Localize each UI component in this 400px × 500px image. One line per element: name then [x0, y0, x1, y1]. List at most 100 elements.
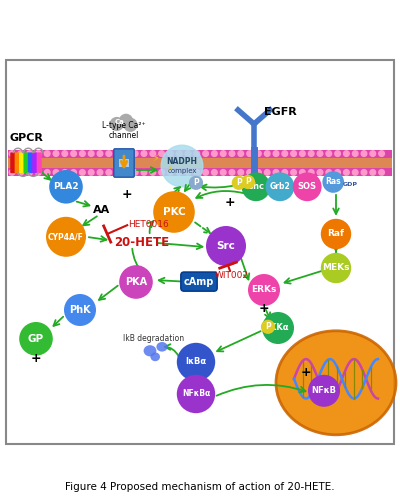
Circle shape	[27, 170, 32, 175]
Text: EGFR: EGFR	[264, 107, 297, 117]
Circle shape	[242, 172, 270, 201]
Circle shape	[80, 170, 85, 175]
Text: P: P	[236, 178, 242, 188]
Circle shape	[64, 294, 96, 326]
Circle shape	[124, 118, 137, 131]
Circle shape	[119, 265, 153, 299]
Text: NFκBα: NFκBα	[182, 390, 210, 398]
Circle shape	[141, 170, 147, 175]
Circle shape	[322, 171, 344, 193]
Text: MEKs: MEKs	[322, 264, 350, 272]
Circle shape	[242, 176, 254, 188]
Text: P: P	[193, 178, 199, 188]
Circle shape	[71, 170, 76, 175]
Circle shape	[62, 151, 68, 156]
Circle shape	[247, 151, 252, 156]
Text: Grb2: Grb2	[270, 182, 290, 192]
Text: ERKs: ERKs	[251, 286, 277, 294]
Text: complex: complex	[167, 168, 197, 174]
Circle shape	[132, 170, 138, 175]
Circle shape	[220, 151, 226, 156]
Circle shape	[379, 151, 384, 156]
Circle shape	[71, 151, 76, 156]
FancyBboxPatch shape	[10, 152, 15, 173]
Text: PKA: PKA	[125, 277, 147, 287]
Text: Figure 4 Proposed mechanism of action of 20-HETE.: Figure 4 Proposed mechanism of action of…	[65, 482, 335, 492]
Ellipse shape	[276, 331, 396, 435]
Circle shape	[352, 170, 358, 175]
Circle shape	[361, 170, 367, 175]
Circle shape	[44, 151, 50, 156]
Circle shape	[361, 151, 367, 156]
Circle shape	[344, 170, 349, 175]
Circle shape	[212, 151, 217, 156]
Text: +: +	[301, 366, 311, 378]
Circle shape	[27, 151, 32, 156]
Circle shape	[18, 151, 24, 156]
Circle shape	[212, 170, 217, 175]
Circle shape	[161, 145, 203, 187]
FancyBboxPatch shape	[32, 152, 37, 173]
Circle shape	[238, 170, 244, 175]
FancyBboxPatch shape	[28, 152, 33, 173]
Circle shape	[36, 151, 41, 156]
Circle shape	[379, 170, 384, 175]
FancyBboxPatch shape	[19, 152, 24, 173]
Circle shape	[168, 170, 173, 175]
Circle shape	[282, 151, 288, 156]
Circle shape	[9, 170, 15, 175]
Text: IKKα: IKKα	[267, 324, 289, 332]
Text: NADPH: NADPH	[166, 156, 198, 166]
Circle shape	[229, 151, 235, 156]
Circle shape	[370, 151, 376, 156]
Circle shape	[247, 170, 252, 175]
Text: CYP4A/F: CYP4A/F	[48, 232, 84, 241]
Circle shape	[264, 151, 270, 156]
Text: IκBα: IκBα	[186, 358, 206, 366]
Text: PKC: PKC	[163, 207, 185, 217]
Text: ⚡: ⚡	[166, 163, 172, 172]
Circle shape	[326, 151, 332, 156]
Circle shape	[194, 151, 200, 156]
Circle shape	[256, 170, 261, 175]
Circle shape	[88, 170, 94, 175]
Circle shape	[97, 170, 103, 175]
Circle shape	[97, 151, 103, 156]
Circle shape	[88, 151, 94, 156]
Text: 20-HETE: 20-HETE	[114, 236, 169, 248]
Circle shape	[266, 172, 294, 201]
Bar	[119, 159, 129, 167]
Circle shape	[238, 151, 244, 156]
Text: P: P	[245, 178, 251, 186]
Bar	[8, 158, 392, 168]
Circle shape	[115, 151, 120, 156]
Circle shape	[18, 170, 24, 175]
Text: +: +	[122, 188, 132, 200]
Text: +: +	[259, 302, 269, 314]
Ellipse shape	[156, 342, 168, 351]
Circle shape	[53, 170, 59, 175]
Text: Raf: Raf	[328, 230, 344, 238]
Circle shape	[321, 219, 351, 249]
Circle shape	[53, 151, 59, 156]
Circle shape	[229, 170, 235, 175]
Circle shape	[248, 274, 280, 306]
Circle shape	[344, 151, 349, 156]
Circle shape	[194, 170, 200, 175]
Circle shape	[141, 151, 147, 156]
Circle shape	[300, 151, 305, 156]
Text: cAmp: cAmp	[184, 276, 214, 286]
Text: Src: Src	[216, 241, 236, 251]
Circle shape	[49, 170, 83, 203]
FancyBboxPatch shape	[15, 152, 20, 173]
Circle shape	[273, 170, 279, 175]
Circle shape	[106, 151, 112, 156]
Circle shape	[80, 151, 85, 156]
Circle shape	[176, 170, 182, 175]
Text: WIT002: WIT002	[215, 272, 249, 280]
Ellipse shape	[150, 352, 160, 361]
Circle shape	[262, 312, 294, 344]
Text: P: P	[265, 322, 271, 332]
Circle shape	[46, 217, 86, 257]
Circle shape	[273, 151, 279, 156]
